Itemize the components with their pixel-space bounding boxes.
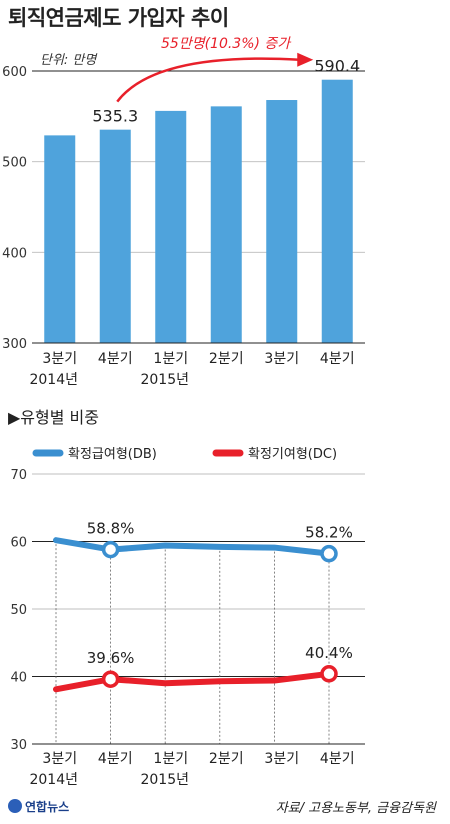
bar	[210, 106, 242, 343]
unit-label: 단위: 만명	[40, 53, 98, 68]
data-point-marker	[320, 665, 338, 683]
bar-x-tick-label: 3분기	[264, 351, 299, 367]
bar-y-tick-label: 500	[2, 156, 27, 171]
unit-label-bg	[37, 50, 109, 70]
line-y-tick-label: 60	[10, 536, 27, 551]
bar	[44, 135, 76, 343]
line-y-tick-label: 40	[10, 671, 27, 686]
bar-y-tick-label: 400	[2, 246, 27, 261]
data-point-marker	[101, 670, 120, 688]
line-x-tick-label: 2분기	[209, 751, 244, 767]
line-data-label: 58.8%	[87, 520, 135, 538]
line-x-tick-label: 4분기	[320, 751, 355, 767]
bar	[155, 110, 187, 343]
line-y-tick-label: 70	[10, 468, 27, 483]
line-x-tick-label: 1분기	[153, 751, 188, 767]
bar-data-label: 590.4	[314, 57, 360, 76]
bar	[321, 79, 353, 343]
bar-y-tick-label: 600	[2, 65, 27, 80]
bar-x-year-label: 2014년	[29, 372, 78, 388]
bar-y-tick-label: 300	[2, 337, 27, 352]
source-note: 자료/ 고용노동부, 금융감독원	[275, 801, 436, 816]
line-y-tick-label: 30	[10, 738, 27, 753]
series-line	[53, 537, 332, 557]
increase-arrow-line	[116, 57, 300, 103]
data-point-marker	[320, 544, 338, 563]
yonhap-logo-icon	[8, 799, 22, 813]
bar-x-tick-label: 1분기	[153, 351, 188, 367]
bar	[266, 100, 298, 343]
yonhap-logo: 연합뉴스	[8, 798, 69, 815]
chart-title: 퇴직연금제도 가입자 추이	[8, 6, 229, 30]
line-y-tick-label: 50	[10, 603, 27, 618]
series-line	[53, 670, 332, 693]
logo-text: 연합뉴스	[25, 800, 70, 814]
bar-x-tick-label: 4분기	[320, 351, 355, 367]
increase-annotation: 55만명(10.3%) 증가	[161, 36, 292, 52]
bar-x-tick-label: 4분기	[98, 351, 133, 367]
bar-x-tick-label: 3분기	[42, 351, 77, 367]
line-data-label: 39.6%	[87, 649, 135, 667]
bar	[99, 129, 131, 343]
bar-data-label: 535.3	[92, 107, 138, 126]
bar-x-year-label: 2015년	[140, 372, 189, 388]
line-data-label: 40.4%	[305, 644, 353, 662]
line-x-tick-label: 3분기	[264, 751, 299, 767]
legend-label: 확정급여형(DB)	[68, 447, 157, 462]
line-x-tick-label: 3분기	[42, 751, 77, 767]
section-title: ▶유형별 비중	[8, 408, 99, 427]
line-data-label: 58.2%	[305, 524, 353, 542]
line-x-year-label: 2014년	[29, 772, 78, 788]
legend-label: 확정기여형(DC)	[248, 447, 337, 462]
line-x-tick-label: 4분기	[98, 751, 133, 767]
bar-x-tick-label: 2분기	[209, 351, 244, 367]
data-point-marker	[101, 540, 120, 559]
increase-arrow-head	[297, 52, 314, 67]
line-x-year-label: 2015년	[140, 772, 189, 788]
